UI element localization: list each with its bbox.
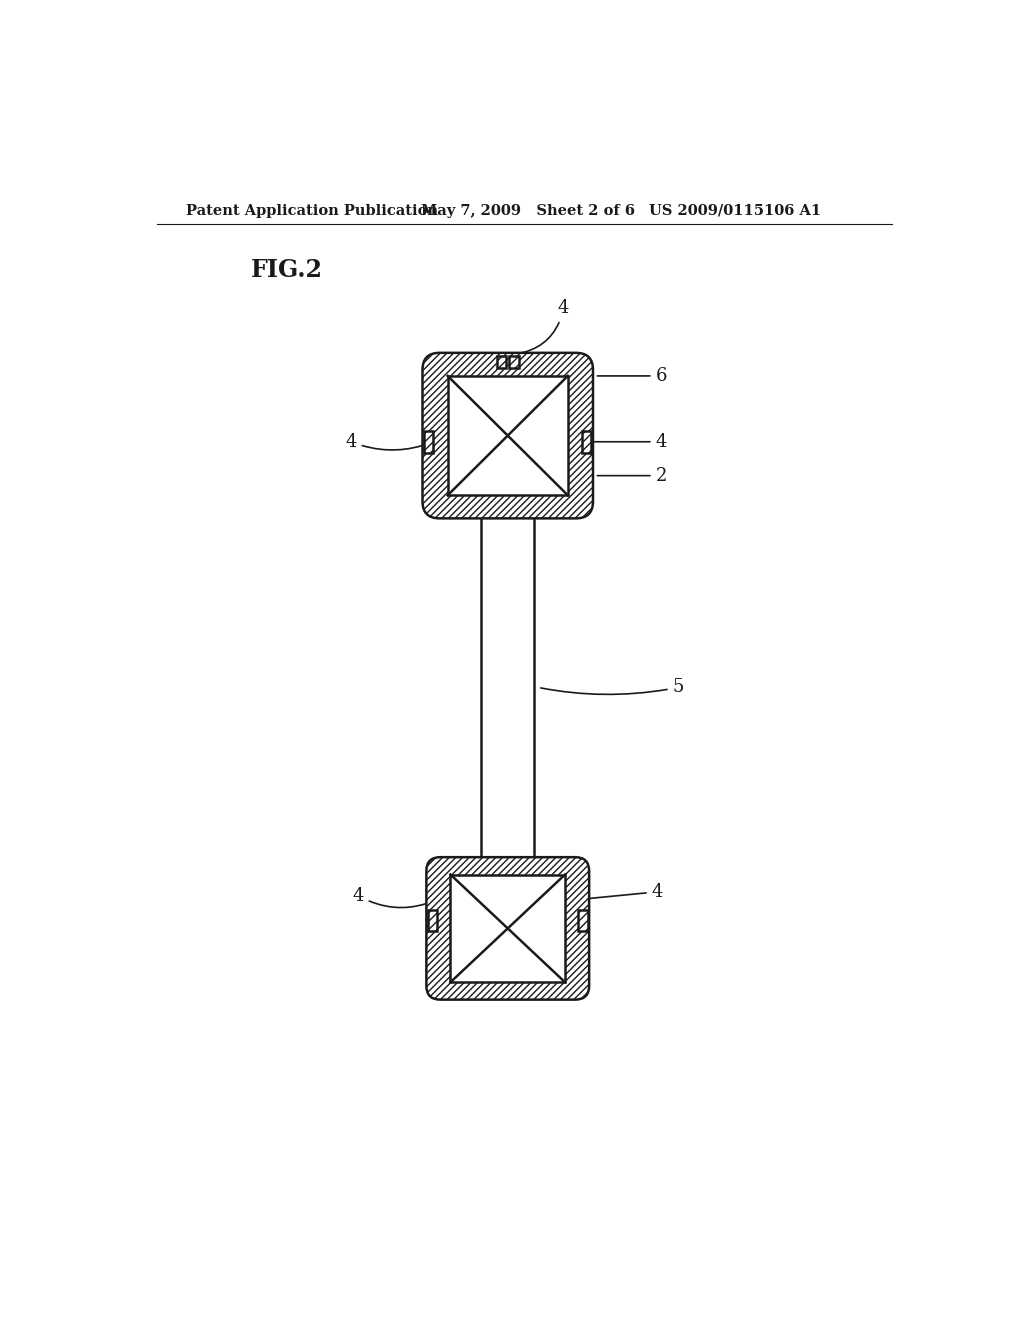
Bar [583, 430, 592, 453]
Text: 5: 5 [541, 678, 684, 697]
Text: 4: 4 [345, 433, 431, 450]
Text: 4: 4 [352, 887, 434, 908]
Bar [583, 430, 592, 453]
Bar [497, 356, 506, 368]
Text: FIG.2: FIG.2 [251, 257, 323, 282]
Bar [509, 356, 518, 368]
Text: Patent Application Publication: Patent Application Publication [186, 203, 438, 218]
Bar [424, 430, 433, 453]
Bar [447, 376, 568, 495]
Bar [481, 519, 535, 855]
Text: May 7, 2009   Sheet 2 of 6: May 7, 2009 Sheet 2 of 6 [421, 203, 635, 218]
Bar [428, 909, 437, 932]
Text: 6: 6 [597, 367, 667, 385]
Bar [579, 909, 588, 932]
Bar [497, 356, 506, 368]
Bar [497, 356, 506, 368]
Bar [509, 356, 518, 368]
Bar [509, 356, 518, 368]
Bar [451, 874, 565, 982]
FancyBboxPatch shape [426, 857, 589, 999]
Bar [447, 376, 568, 495]
Text: 4: 4 [585, 433, 667, 450]
Bar [424, 430, 433, 453]
Text: 2: 2 [597, 467, 667, 484]
Bar [583, 430, 592, 453]
FancyBboxPatch shape [426, 857, 589, 999]
FancyBboxPatch shape [423, 352, 593, 519]
Bar [424, 430, 433, 453]
Bar [428, 909, 437, 932]
Text: US 2009/0115106 A1: US 2009/0115106 A1 [649, 203, 821, 218]
Text: 4: 4 [581, 883, 663, 900]
Bar [579, 909, 588, 932]
Bar [579, 909, 588, 932]
Bar [428, 909, 437, 932]
FancyBboxPatch shape [423, 352, 593, 519]
Bar [451, 874, 565, 982]
Text: 4: 4 [517, 300, 569, 354]
